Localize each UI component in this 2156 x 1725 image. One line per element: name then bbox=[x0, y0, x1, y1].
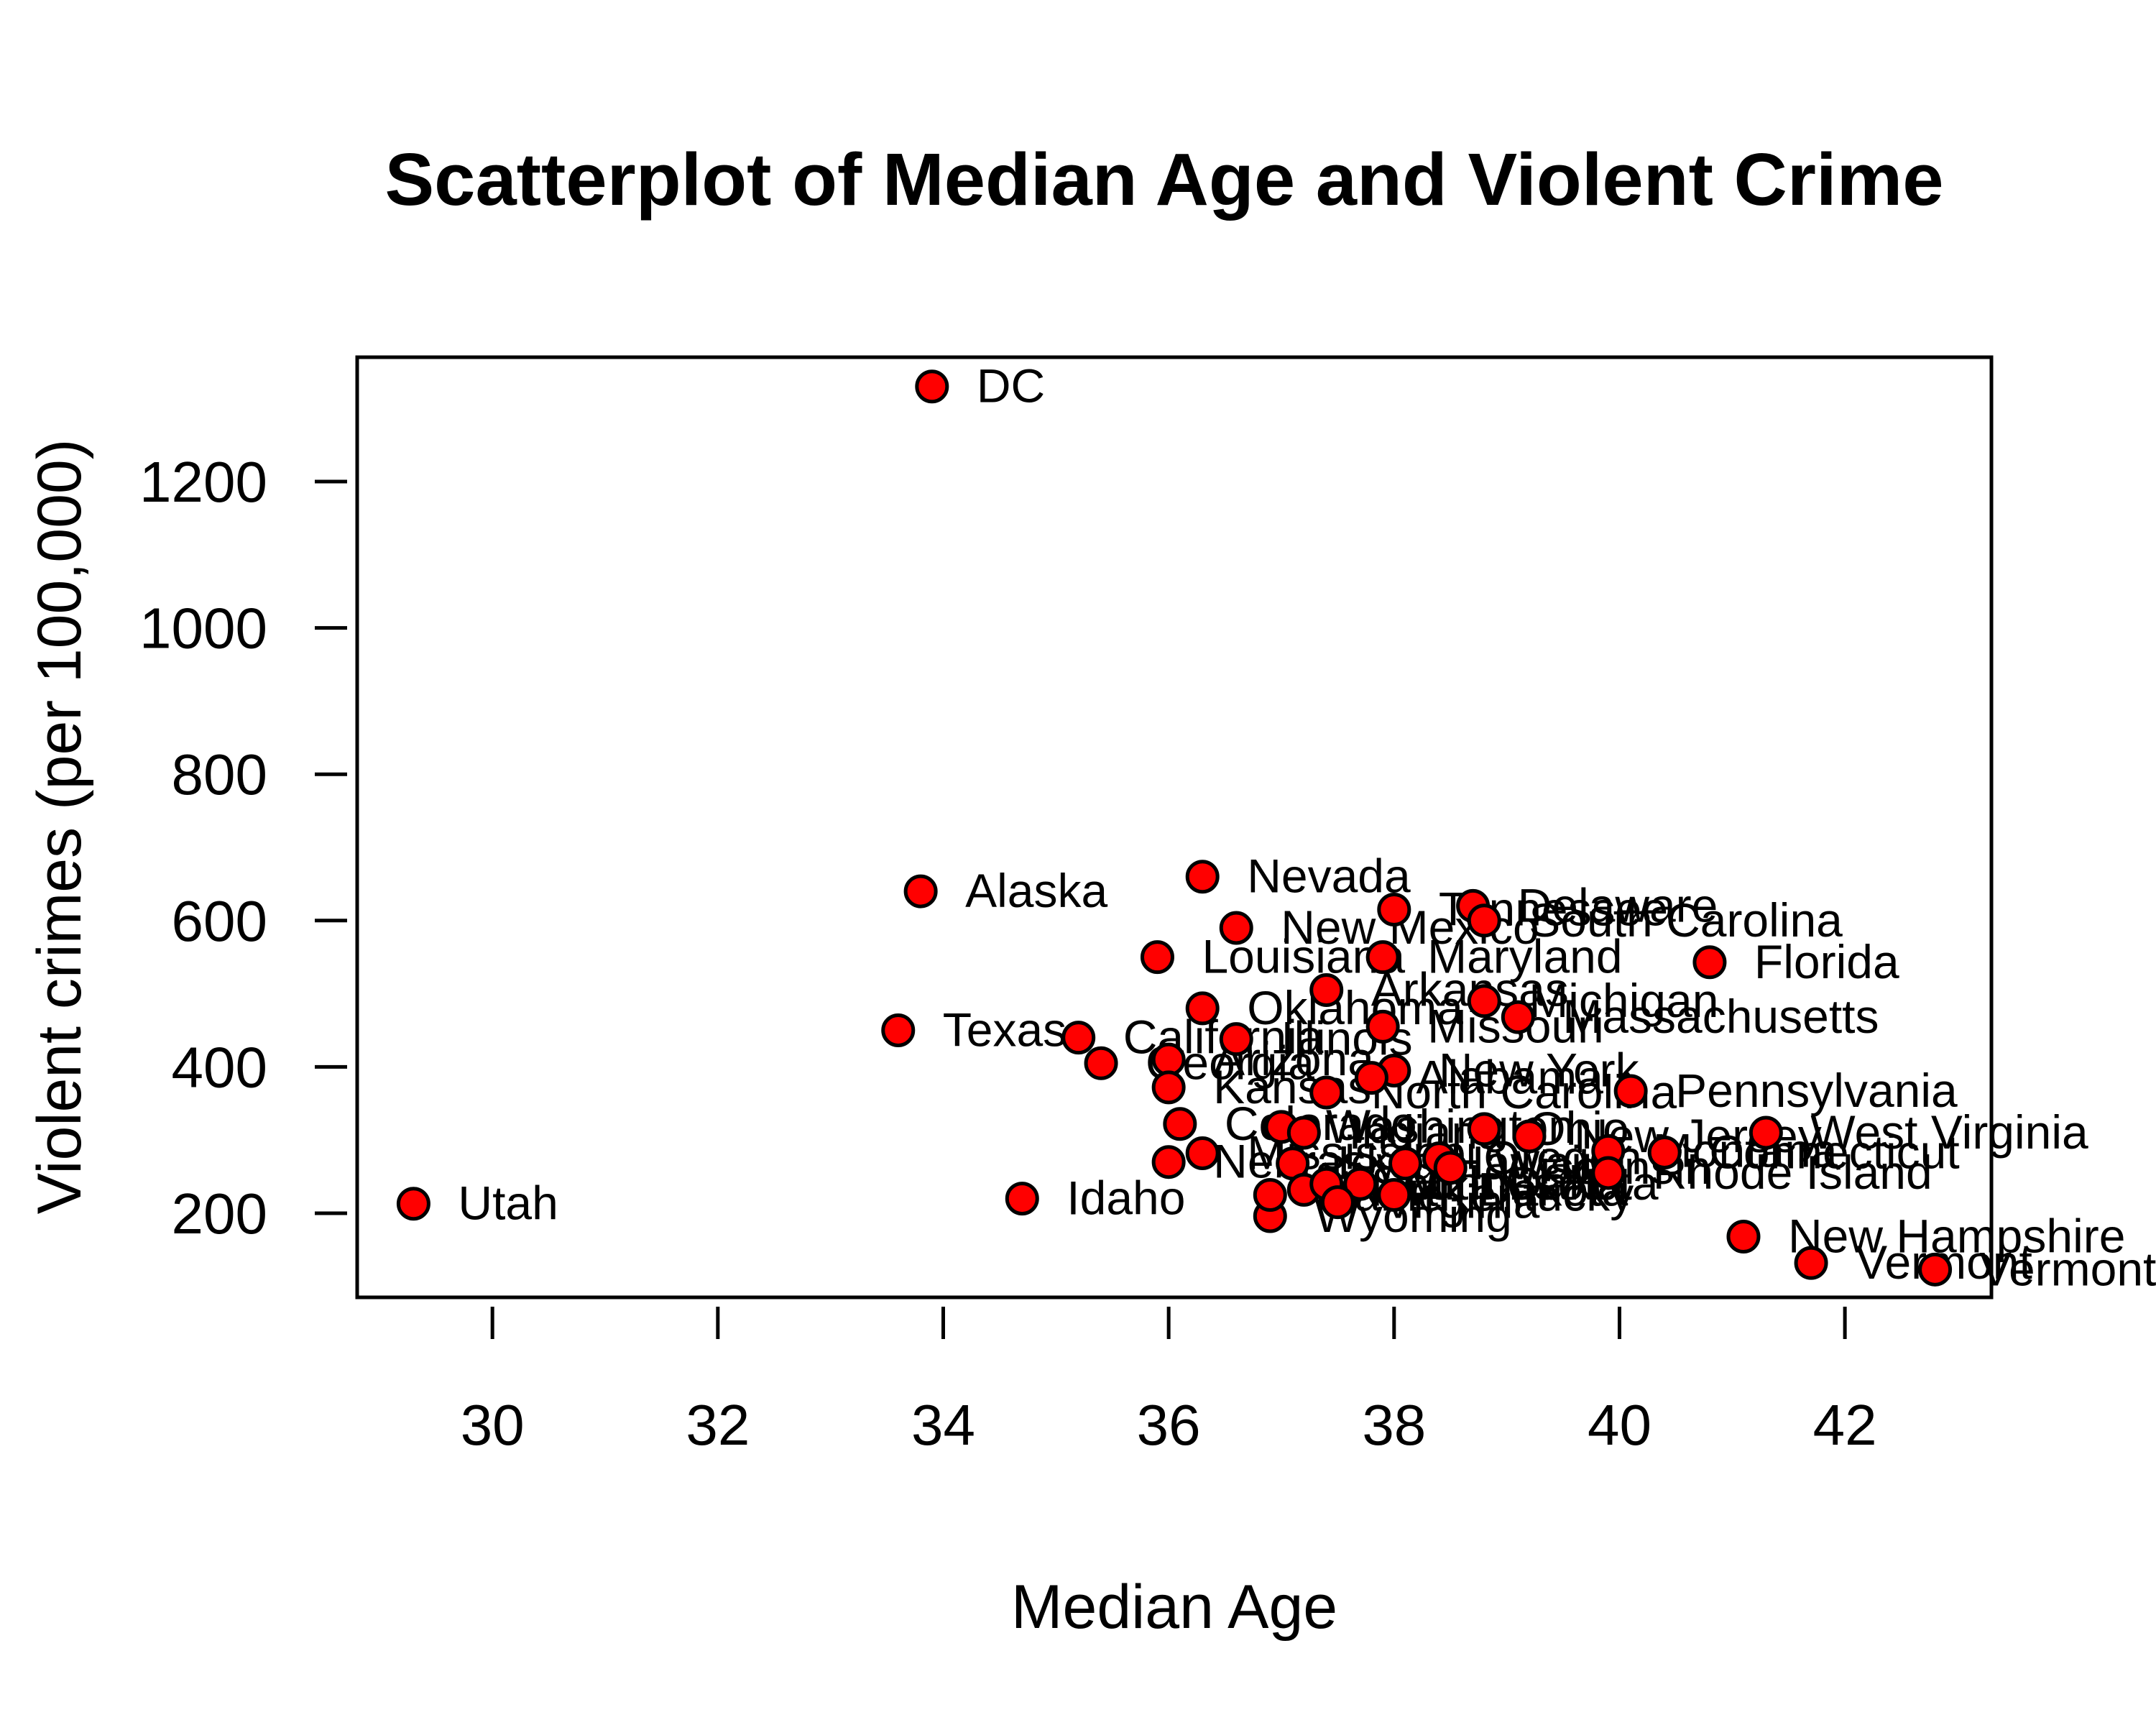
data-point-hawaii bbox=[1388, 1146, 1422, 1181]
data-point-south-carolina bbox=[1467, 903, 1501, 938]
data-point-florida bbox=[1692, 945, 1727, 980]
data-point-georgia bbox=[1084, 1046, 1118, 1080]
x-tick-label-36: 36 bbox=[1137, 1393, 1201, 1457]
data-point-arizona bbox=[1151, 1042, 1186, 1077]
data-point-kansas bbox=[1151, 1070, 1186, 1105]
data-point-texas bbox=[881, 1013, 916, 1047]
data-point-ohio bbox=[1467, 1112, 1501, 1146]
data-point-missouri bbox=[1365, 1009, 1400, 1044]
data-point-indiana bbox=[1286, 1116, 1321, 1150]
point-label-nevada: Nevada bbox=[1247, 850, 1411, 903]
y-tick-label-600: 600 bbox=[172, 889, 267, 953]
point-label-alaska: Alaska bbox=[965, 864, 1107, 917]
x-tick-label-40: 40 bbox=[1588, 1393, 1651, 1457]
point-label-pennsylvania: Pennsylvania bbox=[1675, 1064, 1958, 1117]
data-point-pennsylvania bbox=[1613, 1074, 1648, 1108]
y-tick-label-1000: 1000 bbox=[139, 597, 267, 661]
x-tick-label-42: 42 bbox=[1813, 1393, 1877, 1457]
point-label-west-virginia: West Virginia bbox=[1810, 1105, 2088, 1159]
data-point-colorado bbox=[1163, 1107, 1197, 1141]
data-point-new-mexico bbox=[1219, 911, 1253, 945]
data-point-maine bbox=[1253, 1177, 1287, 1212]
data-point-maryland bbox=[1365, 940, 1400, 975]
point-label-new-hampshire: New Hampshire bbox=[1788, 1210, 2125, 1263]
point-label-south-carolina: South Carolina bbox=[1529, 893, 1843, 947]
data-point-wisconsin bbox=[1433, 1151, 1468, 1185]
data-point-kentucky bbox=[1377, 1177, 1411, 1212]
point-label-idaho: Idaho bbox=[1067, 1172, 1185, 1225]
data-point-louisiana bbox=[1140, 940, 1174, 975]
x-axis: 30 32 34 36 38 40 42 bbox=[461, 1307, 1877, 1457]
y-axis-label: Violent crimes (per 100,000) bbox=[25, 439, 94, 1215]
data-point-vermont bbox=[1918, 1252, 1953, 1287]
data-point-north-carolina bbox=[1309, 1075, 1344, 1110]
y-axis: 200 400 600 800 1000 1200 bbox=[139, 450, 347, 1246]
x-tick-label-32: 32 bbox=[686, 1393, 750, 1457]
data-point-utah bbox=[396, 1187, 430, 1221]
data-point-massachusetts bbox=[1501, 1000, 1535, 1034]
point-label-texas: Texas bbox=[943, 1003, 1067, 1056]
data-point-oklahoma bbox=[1185, 991, 1220, 1026]
x-tick-label-30: 30 bbox=[461, 1393, 525, 1457]
data-point-virginia bbox=[1320, 1185, 1355, 1220]
y-tick-label-1200: 1200 bbox=[139, 450, 267, 514]
point-label-delaware: Delaware bbox=[1518, 878, 1718, 932]
chart-title: Scatterplot of Median Age and Violent Cr… bbox=[384, 138, 1943, 221]
point-label-florida: Florida bbox=[1754, 935, 1899, 988]
x-tick-label-34: 34 bbox=[911, 1393, 975, 1457]
data-point-west-virginia bbox=[1749, 1116, 1783, 1150]
point-label-new-york: New York bbox=[1439, 1043, 1640, 1096]
data-point-new-hampshire bbox=[1726, 1220, 1761, 1254]
y-tick-label-800: 800 bbox=[172, 742, 267, 806]
x-axis-label: Median Age bbox=[1011, 1573, 1337, 1642]
point-label-kansas: Kansas bbox=[1213, 1060, 1371, 1113]
data-point-rhode-island bbox=[1591, 1156, 1626, 1190]
point-label-massachusetts: Massachusetts bbox=[1562, 990, 1879, 1043]
x-tick-label-38: 38 bbox=[1362, 1393, 1426, 1457]
point-label-michigan: Michigan bbox=[1529, 974, 1718, 1027]
point-label-rhode-island: Rhode Island bbox=[1653, 1146, 1932, 1199]
data-point-dc bbox=[915, 369, 949, 404]
data-point-minnesota bbox=[1343, 1167, 1378, 1201]
point-label-utah: Utah bbox=[458, 1177, 558, 1230]
point-label-montana: Montana bbox=[1653, 1123, 1838, 1177]
point-label-alabama: Alabama bbox=[1416, 1051, 1603, 1104]
point-label-maryland: Maryland bbox=[1427, 930, 1622, 983]
data-point-mississippi bbox=[1185, 1136, 1220, 1170]
data-point-nebraska bbox=[1151, 1145, 1186, 1179]
data-point-nevada bbox=[1185, 860, 1220, 894]
data-point-vermont bbox=[1794, 1246, 1828, 1280]
y-tick-label-400: 400 bbox=[172, 1035, 267, 1099]
data-point-idaho bbox=[1005, 1182, 1039, 1216]
data-point-alaska bbox=[903, 874, 938, 908]
point-label-vermont: Vermont bbox=[1980, 1242, 2156, 1295]
point-label-oklahoma: Oklahoma bbox=[1247, 981, 1463, 1034]
data-point-connecticut bbox=[1647, 1135, 1682, 1169]
data-point-new-jersey bbox=[1512, 1119, 1547, 1154]
data-point-illinois bbox=[1219, 1022, 1253, 1057]
data-points bbox=[396, 369, 1953, 1287]
data-point-tennessee bbox=[1377, 893, 1411, 927]
point-label-dc: DC bbox=[977, 359, 1045, 413]
data-point-michigan bbox=[1467, 984, 1501, 1018]
y-tick-label-200: 200 bbox=[172, 1182, 267, 1246]
data-point-arkansas bbox=[1309, 972, 1344, 1007]
data-point-alabama bbox=[1354, 1061, 1388, 1095]
plot-frame bbox=[355, 355, 1994, 1300]
data-point-california bbox=[1061, 1021, 1096, 1055]
